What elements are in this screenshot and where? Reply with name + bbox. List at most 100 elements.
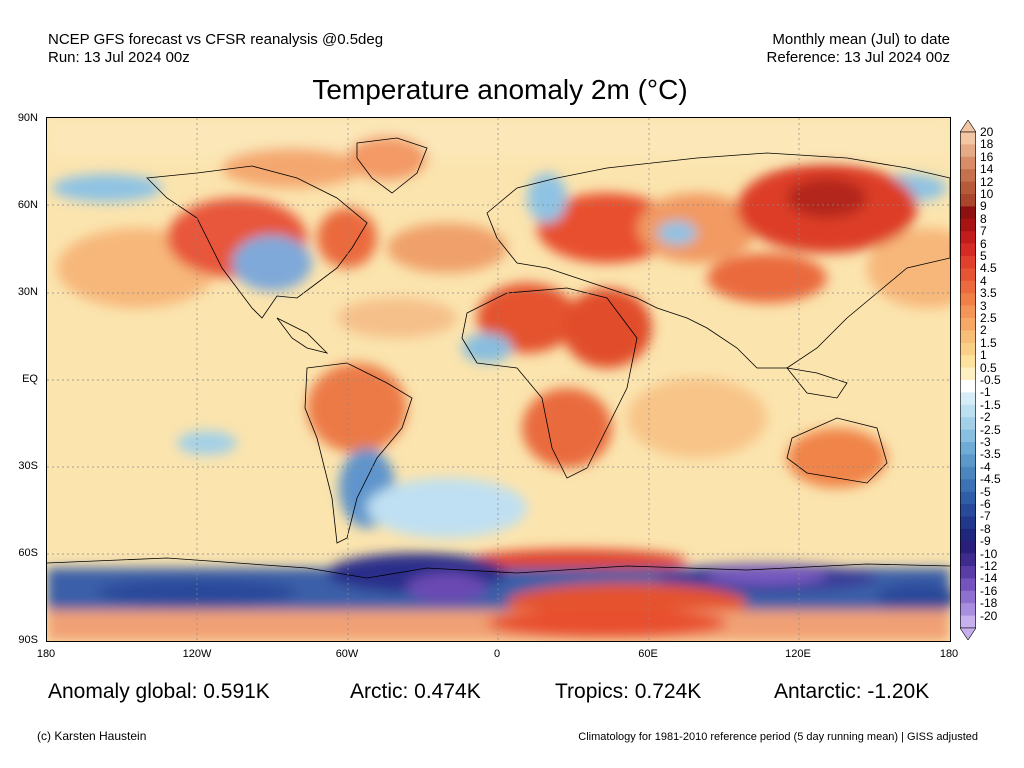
colorbar-swatch (960, 392, 976, 406)
colorbar-label: -8 (980, 521, 991, 536)
lat-label-eq: EQ (22, 373, 38, 385)
colorbar-label: 5 (980, 249, 987, 263)
stat-antarctic: Antarctic: -1.20K (774, 680, 930, 703)
colorbar-swatch (960, 132, 976, 145)
colorbar-label: 4 (980, 273, 987, 288)
reference-time: Reference: 13 Jul 2024 00z (766, 49, 950, 66)
colorbar-swatch (960, 566, 976, 579)
colorbar-swatch (960, 404, 976, 418)
colorbar-label: -5 (980, 484, 991, 499)
colorbar-swatch (960, 603, 976, 616)
stat-arctic: Arctic: 0.474K (350, 680, 481, 703)
colorbar-label: -2.5 (980, 422, 1001, 437)
lon-label-60w: 60W (335, 648, 359, 660)
colorbar-label: -9 (980, 534, 991, 549)
colorbar-swatch (960, 156, 976, 170)
colorbar-label: 14 (980, 162, 994, 177)
colorbar-label: -3.5 (980, 447, 1001, 462)
lon-label-180e: 180 (939, 648, 959, 660)
anomaly-field (47, 118, 950, 641)
colorbar (960, 120, 976, 640)
stat-global: Anomaly global: 0.591K (48, 680, 270, 703)
lon-label-60e: 60E (638, 648, 658, 660)
colorbar-swatch (960, 380, 976, 393)
colorbar-swatch (960, 231, 976, 244)
colorbar-swatch (960, 454, 976, 468)
colorbar-label: 16 (980, 149, 994, 164)
coastlines (47, 137, 950, 579)
colorbar-swatch (960, 305, 976, 319)
colorbar-label: -4 (980, 459, 991, 474)
lon-label-120w: 120W (182, 648, 212, 660)
colorbar-swatch (960, 293, 976, 306)
colorbar-label: 12 (980, 174, 994, 189)
colorbar-label: -7 (980, 509, 991, 524)
credit: (c) Karsten Haustein (37, 729, 147, 743)
colorbar-label: -0.5 (980, 373, 1001, 387)
colorbar-swatch (960, 318, 976, 331)
colorbar-swatch (960, 504, 976, 517)
anomaly-map (46, 117, 951, 642)
colorbar-label: 3.5 (980, 286, 997, 301)
colorbar-swatch (960, 442, 976, 455)
colorbar-swatch (960, 206, 976, 220)
colorbar-label: 8 (980, 211, 987, 226)
graticule (47, 118, 950, 641)
colorbar-arrow-top (960, 120, 976, 133)
colorbar-label: 0.5 (980, 360, 997, 375)
colorbar-swatch (960, 516, 976, 530)
colorbar-swatch (960, 144, 976, 158)
colorbar-label: -2 (980, 410, 991, 425)
colorbar-swatch (960, 218, 976, 232)
colorbar-label: 18 (980, 137, 994, 152)
colorbar-label: 1 (980, 348, 987, 363)
colorbar-label: -16 (980, 583, 998, 598)
run-time: Run: 13 Jul 2024 00z (48, 49, 190, 66)
lat-label-60s: 60S (18, 547, 38, 559)
lon-label-0: 0 (493, 648, 501, 660)
colorbar-swatch (960, 268, 976, 282)
climatology-note: Climatology for 1981-2010 reference peri… (578, 731, 978, 743)
colorbar-swatch (960, 553, 976, 567)
lon-label-180w: 180 (36, 648, 56, 660)
colorbar-swatch (960, 342, 976, 356)
colorbar-label: -6 (980, 497, 991, 511)
colorbar-label: 4.5 (980, 261, 997, 276)
colorbar-label: 2 (980, 323, 987, 338)
map-title: Temperature anomaly 2m (°C) (312, 74, 688, 105)
colorbar-swatch (960, 181, 976, 195)
colorbar-label: 20 (980, 125, 994, 139)
colorbar-label: -20 (980, 608, 998, 623)
colorbar-label: 3 (980, 298, 987, 313)
averaging-period: Monthly mean (Jul) to date (772, 31, 950, 48)
colorbar-swatch (960, 466, 976, 480)
colorbar-swatch (960, 417, 976, 430)
header-left: NCEP GFS forecast vs CFSR reanalysis @0.… (48, 31, 383, 67)
lat-label-30s: 30S (18, 460, 38, 472)
colorbar-label: 2.5 (980, 311, 997, 325)
colorbar-label: 10 (980, 187, 994, 201)
colorbar-label: -1.5 (980, 397, 1001, 412)
colorbar-label: -4.5 (980, 472, 1001, 487)
colorbar-swatch (960, 528, 976, 542)
colorbar-label: -10 (980, 546, 998, 561)
colorbar-swatch (960, 256, 976, 269)
colorbar-swatch (960, 367, 976, 381)
colorbar-swatch (960, 615, 976, 629)
colorbar-swatch (960, 330, 976, 344)
colorbar-label: -3 (980, 435, 991, 449)
colorbar-swatch (960, 194, 976, 207)
lon-label-120e: 120E (785, 648, 811, 660)
header-right: Monthly mean (Jul) to date Reference: 13… (767, 31, 950, 67)
lat-label-90s: 90S (18, 634, 38, 646)
colorbar-swatch (960, 578, 976, 592)
colorbar-swatch (960, 429, 976, 443)
colorbar-label: 9 (980, 199, 987, 214)
colorbar-label: 6 (980, 236, 987, 251)
lat-label-30n: 30N (17, 286, 38, 298)
colorbar-swatch (960, 355, 976, 368)
colorbar-arrow-bottom (960, 627, 976, 640)
colorbar-swatch (960, 491, 976, 505)
colorbar-swatch (960, 541, 976, 554)
model-description: NCEP GFS forecast vs CFSR reanalysis @0.… (48, 31, 384, 48)
